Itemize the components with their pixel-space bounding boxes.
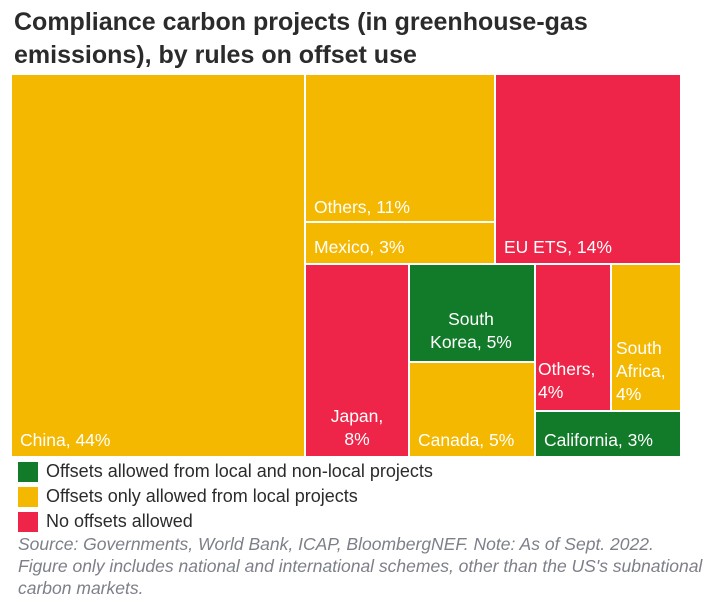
treemap-tile-canada: [410, 363, 534, 456]
treemap-tile-japan: [306, 265, 408, 456]
treemap-label: Canada, 5%: [418, 430, 515, 450]
legend-swatch-green: [18, 462, 38, 482]
treemap-tile-south-africa: [612, 265, 680, 410]
treemap-label: EU ETS, 14%: [504, 237, 612, 257]
treemap-label: California, 3%: [544, 430, 653, 450]
treemap-label: China, 44%: [20, 430, 111, 450]
treemap-label: Others, 4%: [538, 359, 596, 402]
treemap-tile-california: [536, 412, 680, 456]
legend-label: Offsets allowed from local and non-local…: [46, 461, 433, 481]
legend-label: Offsets only allowed from local projects: [46, 486, 358, 506]
treemap-tile-china: [12, 75, 304, 456]
chart-title: Compliance carbon projects (in greenhous…: [14, 8, 588, 69]
treemap-label: South Korea, 5%: [430, 309, 512, 352]
treemap-label: Mexico, 3%: [314, 237, 405, 257]
treemap-tile-south-korea: [410, 265, 534, 361]
treemap-tile-others: [536, 265, 610, 410]
treemap-label: South Africa, 4%: [616, 338, 666, 404]
legend-swatch-yellow: [18, 487, 38, 507]
treemap-tile-others: [306, 75, 494, 221]
treemap-label: Japan, 8%: [330, 406, 384, 449]
treemap-tile-mexico: [306, 223, 494, 263]
source-note: Source: Governments, World Bank, ICAP, B…: [18, 534, 703, 598]
legend-label: No offsets allowed: [46, 511, 193, 531]
legend-swatch-red: [18, 512, 38, 532]
treemap-tile-eu-ets: [496, 75, 680, 263]
treemap-label: Others, 11%: [314, 197, 410, 217]
